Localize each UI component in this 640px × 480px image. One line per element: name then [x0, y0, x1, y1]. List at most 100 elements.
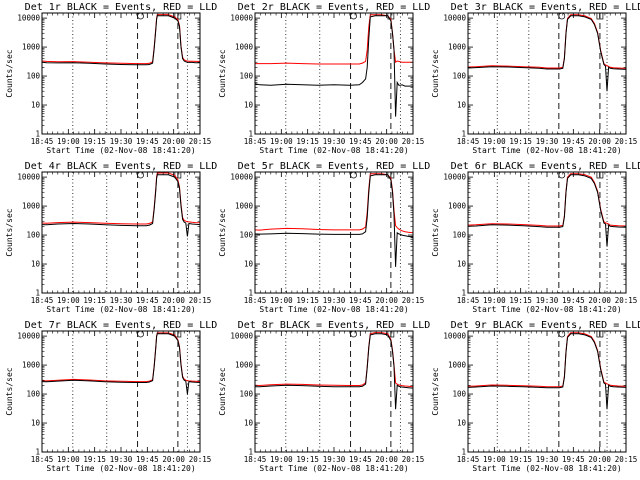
series-line-lld: [42, 172, 200, 225]
x-tick-label: 19:30: [323, 296, 346, 305]
x-axis-label: Start Time (02-Nov-08 18:41:20): [259, 305, 408, 314]
x-tick-label: 19:15: [296, 296, 319, 305]
plot-frame: [41, 330, 201, 453]
x-axis-label: Start Time (02-Nov-08 18:41:20): [46, 146, 195, 155]
x-tick-label: 18:45: [457, 455, 480, 464]
x-tick-label: 18:45: [244, 137, 267, 146]
x-tick-label: 19:30: [110, 296, 133, 305]
plot-frame: [41, 12, 201, 135]
panel-title: Det 5r BLACK = Events, RED = LLD: [238, 161, 431, 172]
x-tick-label: 18:45: [31, 455, 54, 464]
x-tick-label: 20:15: [615, 455, 638, 464]
x-tick-label: 18:45: [457, 137, 480, 146]
circle-marker-icon: [137, 330, 144, 338]
x-tick-label: 19:45: [562, 296, 585, 305]
y-tick-label: 10000: [443, 332, 466, 341]
panel-title: Det 1r BLACK = Events, RED = LLD: [25, 2, 218, 13]
y-tick-label: 1000: [235, 43, 254, 52]
x-axis-label: Start Time (02-Nov-08 18:41:20): [259, 146, 408, 155]
y-axis-label: Counts/sec: [218, 208, 227, 256]
y-tick-label: 1000: [22, 361, 41, 370]
x-axis-label: Start Time (02-Nov-08 18:41:20): [472, 464, 621, 473]
y-tick-label: 10000: [17, 14, 40, 23]
panel-7: Det 7r BLACK = Events, RED = LLD 1 10 100 10…: [5, 320, 217, 473]
x-tick-label: 19:15: [83, 296, 106, 305]
circle-marker-icon: [558, 12, 566, 20]
x-tick-label: 20:00: [588, 296, 611, 305]
x-axis-label: Start Time (02-Nov-08 18:41:20): [46, 305, 195, 314]
y-axis-label: Counts/sec: [218, 49, 227, 97]
x-tick-label: 19:00: [57, 296, 80, 305]
x-axis-label: Start Time (02-Nov-08 18:41:20): [472, 146, 621, 155]
x-tick-label: 19:00: [57, 137, 80, 146]
y-axis-label: Counts/sec: [431, 367, 440, 415]
y-tick-label: 10: [31, 260, 41, 269]
series-line-lld: [42, 332, 200, 383]
circle-marker-icon: [558, 171, 566, 179]
x-tick-label: 20:00: [162, 137, 185, 146]
circle-marker-icon: [350, 171, 357, 179]
y-tick-label: 10: [457, 419, 467, 428]
x-tick-label: 19:30: [110, 455, 133, 464]
series-line-events: [468, 333, 626, 410]
x-tick-label: 19:15: [296, 137, 319, 146]
y-tick-label: 1: [35, 448, 40, 457]
series-line-lld: [468, 14, 626, 69]
series-line-lld: [468, 173, 626, 227]
panel-8: Det 8r BLACK = Events, RED = LLD 1 10 100 10…: [218, 320, 430, 473]
x-tick-label: 20:00: [162, 296, 185, 305]
x-tick-label: 20:00: [375, 455, 398, 464]
series-line-events: [42, 333, 200, 395]
panel-title: Det 4r BLACK = Events, RED = LLD: [25, 161, 218, 172]
y-tick-label: 100: [239, 72, 253, 81]
x-tick-label: 19:30: [536, 296, 559, 305]
series-line-lld: [255, 332, 413, 388]
y-tick-label: 1: [461, 289, 466, 298]
x-tick-label: 20:15: [189, 455, 212, 464]
y-tick-label: 1000: [448, 202, 467, 211]
series-line-lld: [255, 14, 413, 65]
series-line-lld: [468, 332, 626, 388]
y-tick-label: 1: [248, 289, 253, 298]
y-tick-label: 10: [457, 101, 467, 110]
series-line-events: [42, 15, 200, 66]
y-tick-label: 10000: [230, 173, 253, 182]
y-tick-label: 1: [248, 448, 253, 457]
plot-frame: [467, 12, 627, 135]
plot-frame: [467, 330, 627, 453]
y-tick-label: 10000: [230, 332, 253, 341]
x-tick-label: 19:45: [136, 455, 159, 464]
panel-1: Det 1r BLACK = Events, RED = LLD 1 10 100 10…: [5, 2, 217, 155]
panel-title: Det 6r BLACK = Events, RED = LLD: [451, 161, 640, 172]
circle-marker-icon: [137, 12, 144, 20]
x-tick-label: 19:45: [562, 137, 585, 146]
y-tick-label: 10: [457, 260, 467, 269]
y-tick-label: 1000: [22, 202, 41, 211]
x-tick-label: 19:00: [270, 137, 293, 146]
series-line-lld: [42, 14, 200, 65]
y-tick-label: 1: [35, 130, 40, 139]
x-tick-label: 20:15: [189, 137, 212, 146]
x-tick-label: 19:15: [509, 296, 532, 305]
x-tick-label: 20:00: [375, 296, 398, 305]
x-tick-label: 19:30: [323, 455, 346, 464]
x-tick-label: 19:45: [136, 137, 159, 146]
series-line-events: [255, 333, 413, 410]
x-tick-label: 20:15: [402, 137, 425, 146]
x-tick-label: 20:15: [402, 455, 425, 464]
panel-4: Det 4r BLACK = Events, RED = LLD 1 10 100 10…: [5, 161, 217, 314]
x-tick-label: 19:00: [57, 455, 80, 464]
y-tick-label: 100: [452, 390, 466, 399]
y-tick-label: 10: [31, 419, 41, 428]
x-tick-label: 18:45: [244, 296, 267, 305]
y-tick-label: 10000: [443, 14, 466, 23]
y-axis-label: Counts/sec: [431, 208, 440, 256]
x-tick-label: 19:00: [483, 137, 506, 146]
x-axis-label: Start Time (02-Nov-08 18:41:20): [472, 305, 621, 314]
y-tick-label: 1000: [448, 361, 467, 370]
panel-title: Det 8r BLACK = Events, RED = LLD: [238, 320, 431, 331]
y-tick-label: 100: [239, 231, 253, 240]
y-tick-label: 10: [31, 101, 41, 110]
series-line-lld: [255, 173, 413, 234]
